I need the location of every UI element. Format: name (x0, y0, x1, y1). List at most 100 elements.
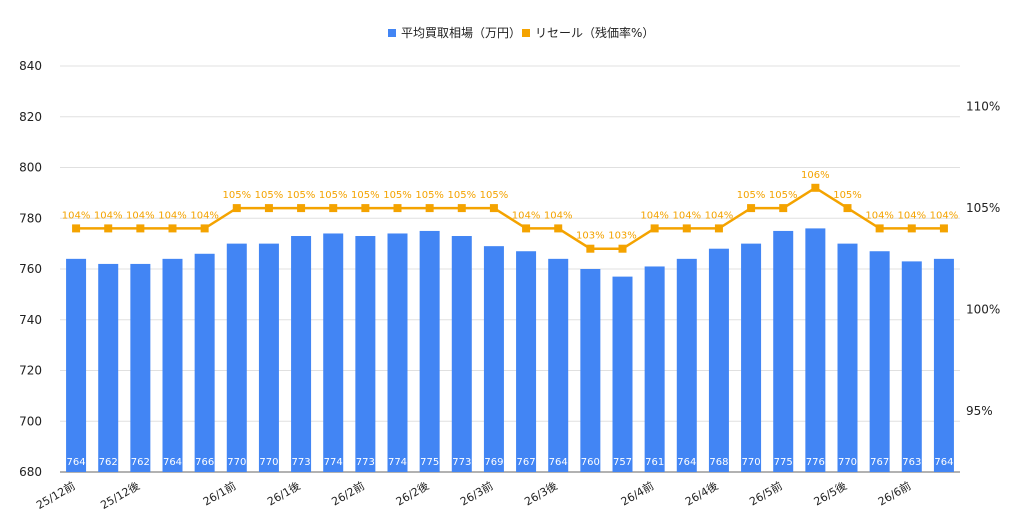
line-value-label: 105% (222, 190, 251, 201)
line-point (779, 204, 788, 213)
bar-value-label: 757 (613, 457, 632, 468)
bar (676, 258, 697, 472)
bar-value-label: 764 (67, 457, 86, 468)
bar (933, 258, 954, 472)
bar-value-label: 774 (324, 457, 343, 468)
line-point (618, 244, 627, 253)
line-value-label: 104% (865, 210, 894, 221)
line-point (136, 224, 145, 233)
line-point (939, 224, 948, 233)
bar (644, 266, 665, 472)
bar-value-label: 775 (420, 457, 439, 468)
line-point (489, 204, 498, 213)
bar (130, 263, 151, 472)
legend-swatch-bar (388, 29, 396, 37)
bar (580, 269, 601, 472)
bar (419, 230, 440, 472)
bar (869, 251, 890, 472)
bar-value-label: 764 (549, 457, 568, 468)
bar-value-label: 764 (163, 457, 182, 468)
bar-value-label: 767 (870, 457, 889, 468)
y-axis-right: 95% 100% 105% 110% (966, 100, 1000, 419)
bar-value-label: 763 (902, 457, 921, 468)
x-tick-label: 26/1前 (200, 478, 238, 508)
bar (355, 236, 376, 472)
line-point (297, 204, 306, 213)
bar-value-label: 770 (838, 457, 857, 468)
bar-value-label: 762 (131, 457, 150, 468)
line-point (104, 224, 113, 233)
x-tick-label: 26/3後 (522, 478, 560, 508)
line-value-label: 105% (415, 190, 444, 201)
y-left-tick-label: 820 (19, 110, 42, 124)
line-point (843, 204, 852, 213)
line-value-label: 105% (769, 190, 798, 201)
legend-swatch-line (522, 29, 530, 37)
line-point (650, 224, 659, 233)
bar (901, 261, 922, 472)
y-left-tick-label: 720 (19, 364, 42, 378)
x-tick-label: 26/2前 (329, 478, 367, 508)
line-point (522, 224, 531, 233)
line-point (457, 204, 466, 213)
bar-value-label: 773 (356, 457, 375, 468)
bar (162, 258, 183, 472)
y-right-tick-label: 95% (966, 404, 993, 418)
bar-value-label: 770 (227, 457, 246, 468)
line-point (875, 224, 884, 233)
legend-label-line: リセール（残価率%） (535, 25, 654, 40)
bar-value-label: 764 (677, 457, 696, 468)
line-point (554, 224, 563, 233)
line-value-label: 104% (62, 210, 91, 221)
bars (66, 228, 954, 472)
line-point (586, 244, 595, 253)
line-value-label: 105% (737, 190, 766, 201)
bar-value-label: 773 (292, 457, 311, 468)
bar-value-label: 776 (806, 457, 825, 468)
line-point (264, 204, 273, 213)
bar-value-label: 770 (259, 457, 278, 468)
line-value-label: 104% (897, 210, 926, 221)
line-point (72, 224, 81, 233)
bar (548, 258, 569, 472)
bar (837, 243, 858, 472)
x-tick-label: 26/1後 (265, 478, 303, 508)
line-value-label: 104% (544, 210, 573, 221)
line-value-label: 105% (383, 190, 412, 201)
bar (805, 228, 826, 472)
line-value-label: 104% (158, 210, 187, 221)
line-point (747, 204, 756, 213)
bar (194, 253, 215, 472)
bar-value-label: 760 (581, 457, 600, 468)
line-value-label: 104% (640, 210, 669, 221)
line-value-label: 105% (833, 190, 862, 201)
line-point (811, 183, 820, 192)
y-left-tick-label: 800 (19, 161, 42, 175)
line-value-label: 105% (447, 190, 476, 201)
line-value-label: 103% (576, 231, 605, 242)
bar (773, 230, 794, 472)
line-value-label: 104% (512, 210, 541, 221)
x-tick-label: 25/12後 (98, 478, 142, 511)
bar-value-label: 764 (934, 457, 953, 468)
resale-line (72, 183, 948, 253)
bar-value-label: 773 (452, 457, 471, 468)
bar-value-label: 774 (388, 457, 407, 468)
line-value-label: 105% (255, 190, 284, 201)
legend-label-bar: 平均買取相場（万円） (401, 26, 521, 40)
line-point (232, 204, 241, 213)
line-point (393, 204, 402, 213)
bar (516, 251, 537, 472)
bar-value-label: 766 (195, 457, 214, 468)
bar (98, 263, 119, 472)
line-point (329, 204, 338, 213)
bar-value-label: 767 (517, 457, 536, 468)
line-point (425, 204, 434, 213)
bar (483, 246, 504, 472)
line-value-label: 104% (94, 210, 123, 221)
x-tick-label: 26/2後 (393, 478, 431, 508)
line-value-label: 105% (287, 190, 316, 201)
bar (323, 233, 344, 472)
bar (741, 243, 762, 472)
